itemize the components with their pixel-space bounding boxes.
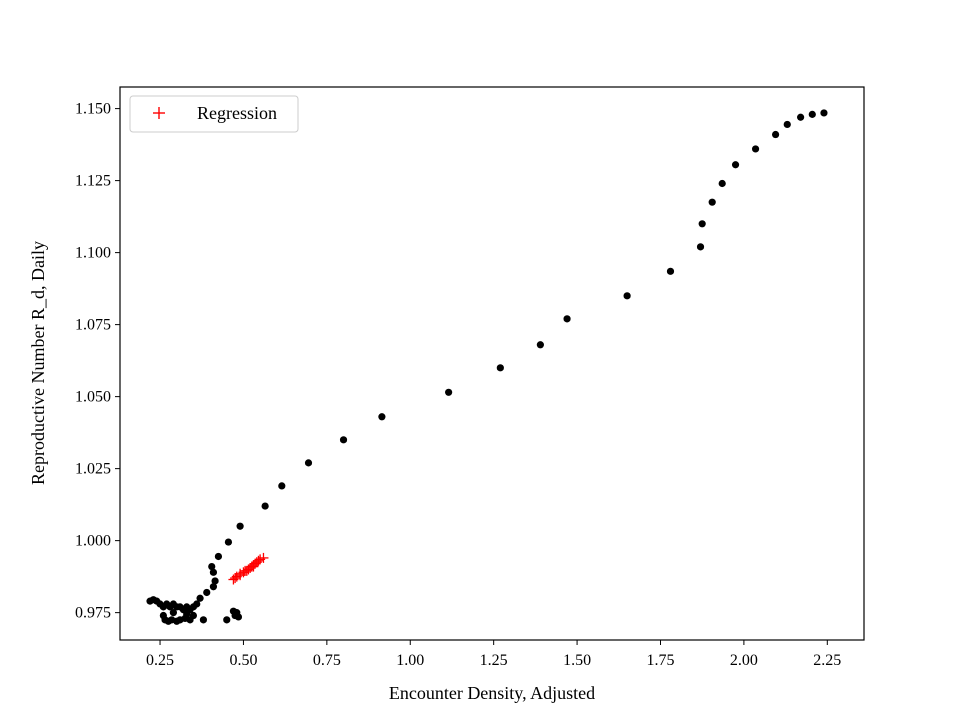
- observed-point: [234, 613, 243, 621]
- observed-point: [696, 243, 705, 251]
- y-tick-label: 1.000: [75, 533, 111, 550]
- observed-point: [224, 538, 233, 546]
- legend-marker-plus-icon: [153, 107, 165, 119]
- observed-point: [339, 436, 348, 444]
- observed-point: [496, 364, 504, 372]
- data-points: [146, 109, 828, 625]
- observed-point: [209, 583, 218, 591]
- legend: Regression: [129, 95, 299, 133]
- observed-point: [196, 594, 204, 602]
- observed-point: [623, 292, 631, 300]
- observed-point: [223, 616, 231, 624]
- observed-point: [193, 600, 201, 608]
- observed-point: [183, 610, 191, 618]
- x-tick-label: 1.25: [480, 652, 508, 669]
- observed-point: [751, 145, 760, 153]
- x-tick-label: 1.00: [396, 652, 424, 669]
- observed-point: [666, 267, 675, 275]
- observed-point: [563, 315, 571, 323]
- observed-point: [698, 220, 706, 228]
- observed-point: [169, 609, 177, 617]
- regression-point: [248, 561, 259, 572]
- observed-point: [208, 562, 216, 571]
- observed-point: [445, 388, 453, 396]
- x-tick-label: 0.50: [229, 652, 257, 669]
- y-tick-label: 0.975: [75, 605, 111, 622]
- x-tick-label: 1.50: [563, 652, 591, 669]
- y-tick-label: 1.150: [75, 101, 111, 118]
- regression-point: [253, 555, 264, 566]
- observed-point: [378, 413, 386, 421]
- observed-point: [211, 577, 219, 585]
- legend-label-regression: Regression: [197, 103, 277, 123]
- y-tick-label: 1.100: [75, 245, 111, 262]
- observed-point: [189, 611, 197, 620]
- x-tick-label: 2.25: [813, 652, 841, 669]
- observed-point: [808, 110, 816, 118]
- y-axis-ticks: 0.975 1.000 1.025 1.050 1.075 1.100 1.125 1.150: [75, 101, 120, 622]
- regression-point: [230, 573, 241, 584]
- observed-point: [783, 120, 791, 129]
- observed-point: [771, 130, 780, 139]
- observed-point: [261, 502, 269, 510]
- regression-point: [235, 568, 246, 579]
- y-tick-label: 1.075: [75, 317, 111, 334]
- observed-point: [278, 482, 286, 490]
- y-tick-label: 1.125: [75, 173, 111, 190]
- x-axis-ticks: 0.25 0.50 0.75 1.00 1.25 1.50 1.75 2.00 2.25: [146, 640, 841, 669]
- observed-point: [236, 522, 244, 530]
- x-axis-label: Encounter Density, Adjusted: [389, 683, 595, 703]
- observed-point: [718, 179, 726, 188]
- x-tick-label: 1.75: [646, 652, 674, 669]
- observed-point: [820, 109, 828, 117]
- observed-point: [214, 552, 223, 561]
- y-tick-label: 1.025: [75, 461, 111, 478]
- observed-point: [731, 161, 740, 169]
- x-tick-label: 2.00: [730, 652, 758, 669]
- observed-point: [536, 341, 544, 349]
- legend-box: [129, 95, 299, 133]
- observed-point: [199, 616, 208, 624]
- observed-point: [708, 198, 716, 206]
- observed-point: [203, 588, 211, 597]
- y-axis-label: Reproductive Number R_d, Daily: [28, 241, 48, 485]
- x-tick-label: 0.25: [146, 652, 174, 669]
- observed-point: [797, 113, 805, 121]
- observed-point: [209, 568, 218, 576]
- x-tick-label: 0.75: [313, 652, 341, 669]
- regression-point: [240, 565, 251, 576]
- observed-point: [304, 459, 313, 467]
- plot-frame: [119, 86, 865, 641]
- regression-point: [258, 552, 269, 563]
- y-tick-label: 1.050: [75, 389, 111, 406]
